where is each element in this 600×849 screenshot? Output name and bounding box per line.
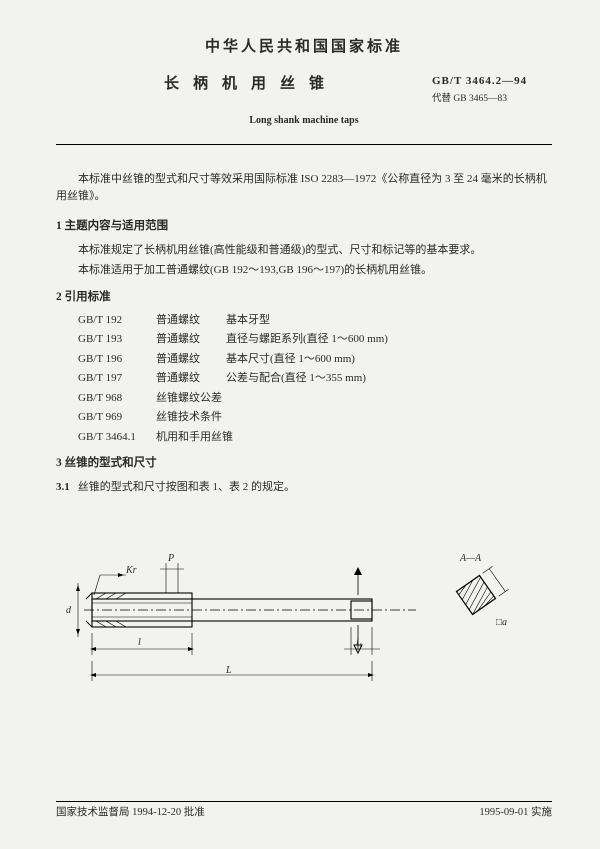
lbl-d: d [66,603,71,618]
section-1: 1 主题内容与适用范围 本标准规定了长柄机用丝锥(高性能级和普通级)的型式、尺寸… [56,218,552,278]
lbl-kr: Kr [126,563,137,578]
s3-p: 丝锥的型式和尺寸按图和表 1、表 2 的规定。 [78,479,295,502]
title-en: Long shank machine taps [56,113,552,128]
ref-row: GB/T 968丝锥螺纹公差 [78,390,552,407]
title-cn: 长柄机用丝锥 [56,73,432,108]
std-no: GB/T 3464.2—94 [432,73,552,91]
lbl-p: P [168,551,174,566]
footer: 国家技术监督局 1994-12-20 批准 1995-09-01 实施 [56,801,552,821]
s3-heading: 3 丝锥的型式和尺寸 [56,455,552,472]
section-2: 2 引用标准 GB/T 192普通螺纹基本牙型 GB/T 193普通螺纹直径与螺… [56,289,552,446]
lbl-l: l [138,635,141,650]
ref-row: GB/T 196普通螺纹基本尺寸(直径 1～600 mm) [78,351,552,368]
lbl-l1: l₁ [356,635,362,650]
intro: 本标准中丝锥的型式和尺寸等效采用国际标准 ISO 2283—1972《公称直径为… [56,171,552,204]
header-rule [56,144,552,145]
ref-row: GB/T 3464.1机用和手用丝锥 [78,429,552,446]
ref-row: GB/T 197普通螺纹公差与配合(直径 1～355 mm) [78,370,552,387]
lbl-L: L [226,663,232,678]
lbl-sq: □a [496,615,507,630]
tap-diagram [56,515,552,725]
ref-row: GB/T 192普通螺纹基本牙型 [78,312,552,329]
s3-sub: 3.1 [56,479,70,496]
s1-p2: 本标准适用于加工普通螺纹(GB 192～193,GB 196～197)的长柄机用… [56,262,552,279]
figure: Kr P d l l₁ L A—A □a [56,515,552,725]
references-list: GB/T 192普通螺纹基本牙型 GB/T 193普通螺纹直径与螺距系列(直径 … [56,312,552,446]
lbl-section: A—A [460,551,481,566]
org-title: 中华人民共和国国家标准 [56,36,552,59]
ref-row: GB/T 969丝锥技术条件 [78,409,552,426]
replace: 代替 GB 3465—83 [432,92,552,107]
s1-p1: 本标准规定了长柄机用丝锥(高性能级和普通级)的型式、尺寸和标记等的基本要求。 [56,242,552,259]
section-3: 3 丝锥的型式和尺寸 3.1 丝锥的型式和尺寸按图和表 1、表 2 的规定。 [56,455,552,501]
title-row: 长柄机用丝锥 GB/T 3464.2—94 代替 GB 3465—83 [56,73,552,108]
s1-heading: 1 主题内容与适用范围 [56,218,552,235]
s2-heading: 2 引用标准 [56,289,552,306]
footer-right: 1995-09-01 实施 [479,805,552,821]
ref-row: GB/T 193普通螺纹直径与螺距系列(直径 1～600 mm) [78,331,552,348]
footer-left: 国家技术监督局 1994-12-20 批准 [56,805,205,821]
title-right: GB/T 3464.2—94 代替 GB 3465—83 [432,73,552,108]
